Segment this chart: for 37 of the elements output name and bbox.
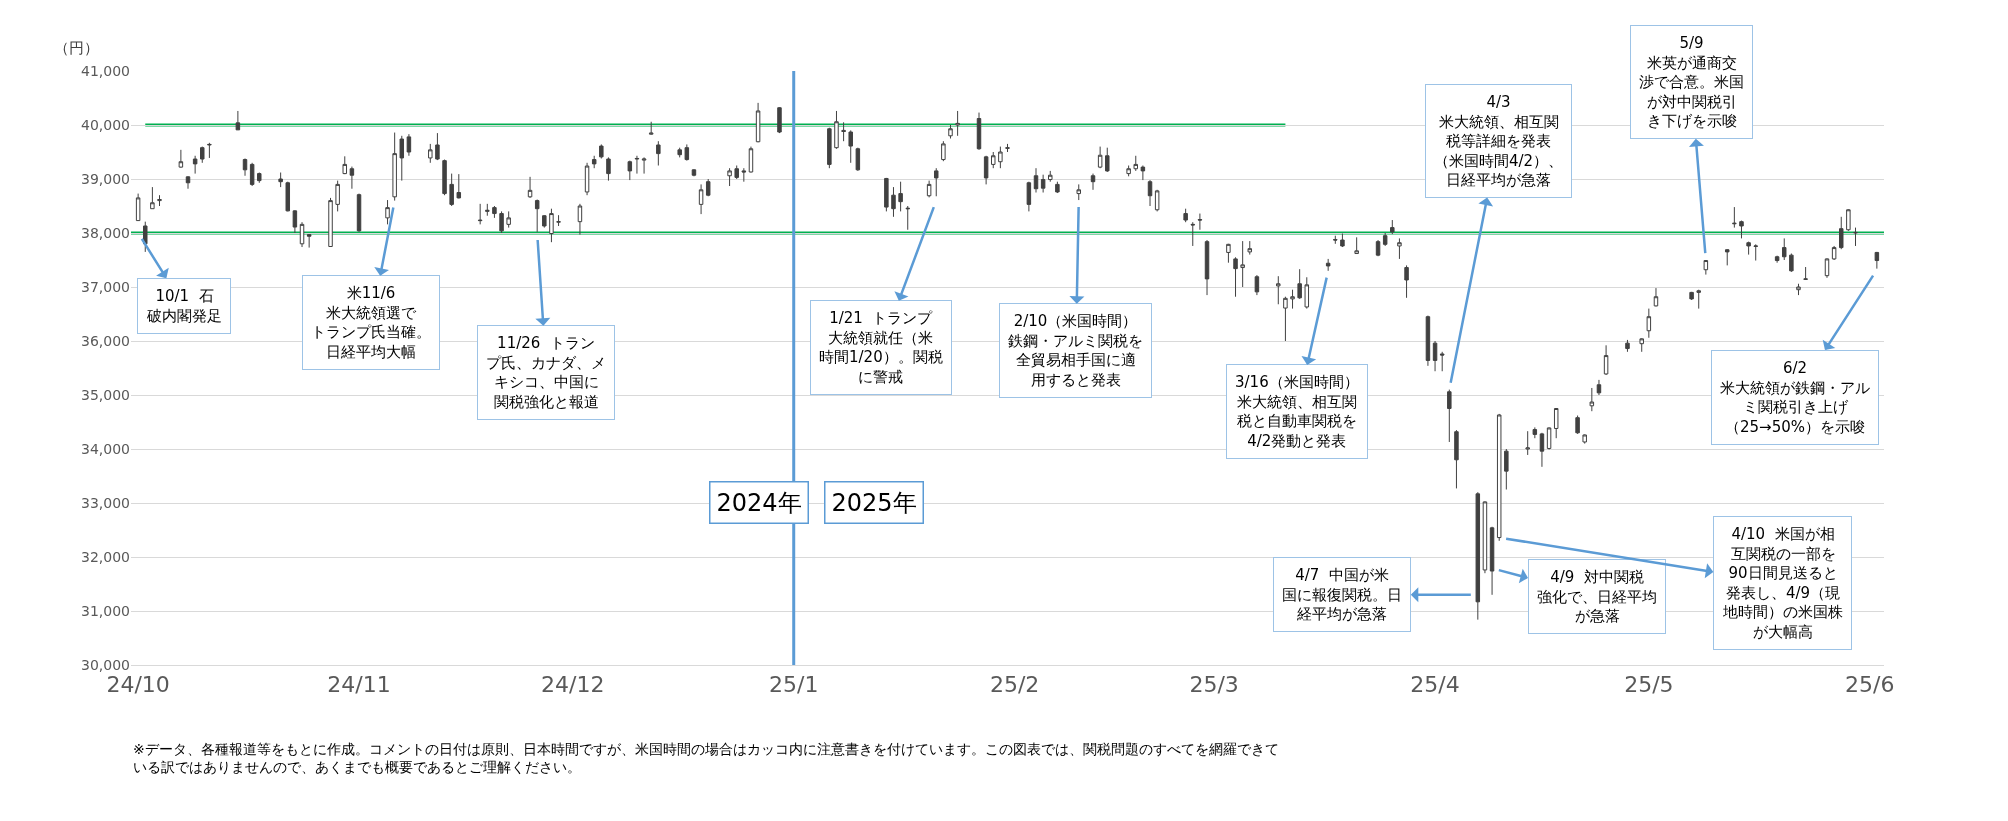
annotation: 11/26 トランプ氏、カナダ、メキシコ、中国に関税強化と報道 — [486, 334, 606, 411]
annotation: 2/10（米国時間）鉄鋼・アルミ関税を全貿易相手国に適用すると発表 — [1008, 312, 1143, 389]
x-tick-label: 25/5 — [1624, 672, 1674, 698]
annotation: 6/2米大統領が鉄鋼・アルミ関税引き上げ（25→50%）を示唆 — [1720, 359, 1870, 436]
annotation: 4/9 対中関税強化で、日経平均が急落 — [1537, 568, 1657, 625]
annotation: 2025年 — [831, 488, 917, 517]
annotation: 2024年 — [716, 488, 802, 517]
annotation: 4/3米大統領、相互関税等詳細を発表（米国時間4/2）、日経平均が急落 — [1434, 93, 1564, 189]
y-tick-label: 34,000 — [81, 440, 130, 457]
y-tick-label: 35,000 — [81, 386, 130, 403]
y-tick-label: 32,000 — [81, 548, 130, 565]
y-tick-label: 33,000 — [81, 494, 130, 511]
x-tick-label: 25/6 — [1845, 672, 1895, 698]
y-tick-label: 39,000 — [81, 170, 130, 187]
annotation: 5/9米英が通商交渉で合意。米国が対中関税引き下げを示唆 — [1639, 34, 1744, 130]
x-tick-label: 25/2 — [989, 672, 1040, 698]
x-tick-label: 24/10 — [106, 672, 170, 698]
annotation: 米11/6米大統領選でトランプ氏当確。日経平均大幅 — [311, 284, 431, 361]
x-tick-label: 25/3 — [1189, 672, 1239, 698]
x-tick-label: 24/12 — [541, 672, 605, 698]
x-tick-label: 25/4 — [1410, 672, 1460, 698]
text: ※データ、各種報道等をもとに作成。コメントの日付は原則、日本時間ですが、米国時間の場合はカッコ内に注意書きを付けています。この図表では、関税問題のすべてを網羅できている訳ではありませんので、あくまでも概要であるとご理解ください。 — [133, 741, 1279, 776]
y-tick-label: 36,000 — [81, 332, 130, 349]
y-tick-label: 38,000 — [81, 224, 130, 241]
x-tick-label: 25/1 — [769, 672, 819, 698]
y-tick-label: 41,000 — [81, 62, 130, 79]
y-tick-label: 31,000 — [81, 602, 130, 619]
x-tick-label: 24/11 — [327, 672, 391, 698]
y-tick-label: 30,000 — [81, 656, 130, 673]
y-tick-label: 40,000 — [81, 116, 130, 133]
annotation: 4/10 米国が相互関税の一部を90日間見送ると発表し、4/9（現地時間）の米国株が大幅高 — [1722, 525, 1843, 641]
annotation: 10/1 石破内閣発足 — [146, 287, 222, 325]
annotation: 1/21 トランプ大統領就任（米時間1/20）。関税に警戒 — [819, 309, 943, 386]
y-tick-label: 37,000 — [81, 278, 130, 295]
annotation: 3/16（米国時間）米大統領、相互関税と自動車関税を4/2発動と発表 — [1235, 373, 1359, 450]
y-axis-title: （円） — [54, 39, 99, 57]
annotation: 4/7 中国が米国に報復関税。日経平均が急落 — [1282, 566, 1402, 623]
